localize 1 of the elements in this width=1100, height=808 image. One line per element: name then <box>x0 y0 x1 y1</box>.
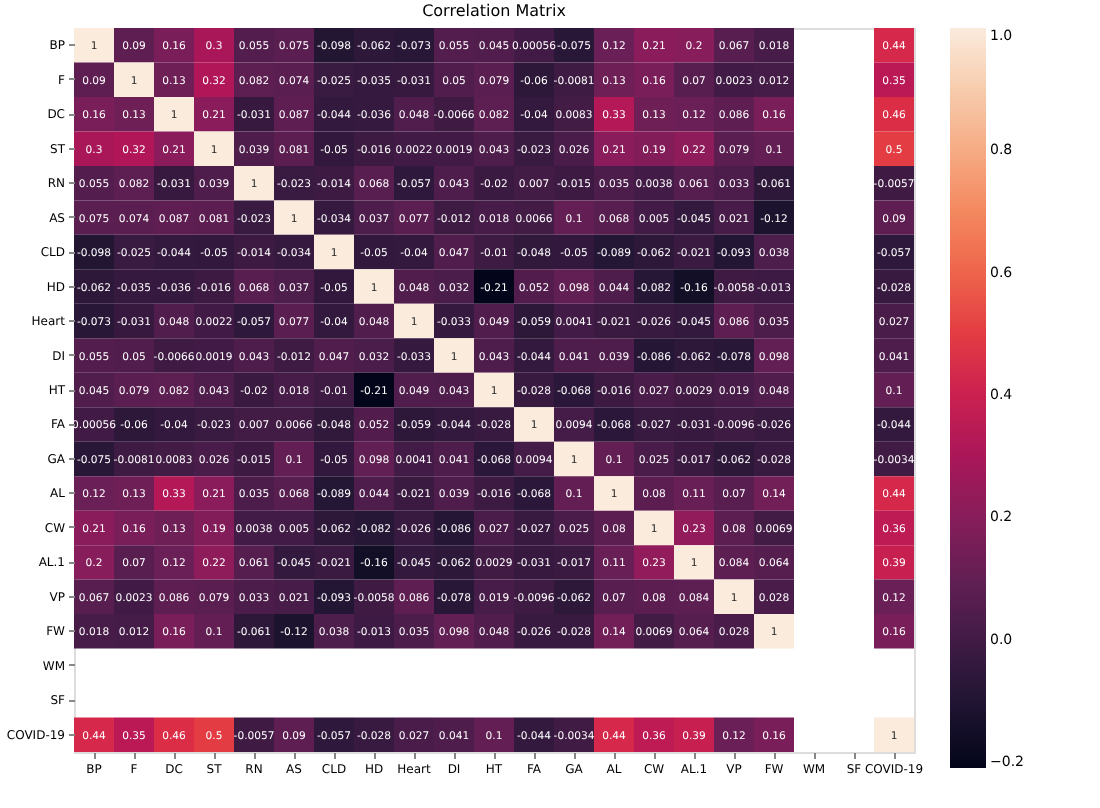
chart-title: Correlation Matrix <box>422 2 567 20</box>
